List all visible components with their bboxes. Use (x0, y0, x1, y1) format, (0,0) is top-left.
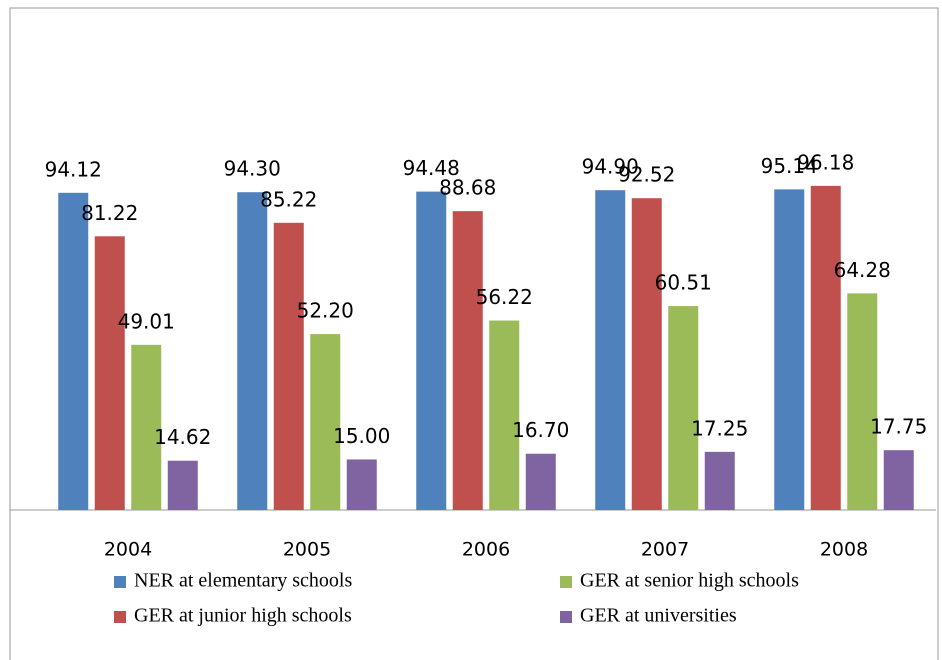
bar (774, 189, 805, 510)
data-label: 88.68 (439, 176, 496, 200)
data-label: 85.22 (260, 187, 317, 211)
bar (310, 334, 341, 510)
data-label: 81.22 (81, 201, 138, 225)
bar (131, 344, 162, 510)
bar (416, 191, 447, 510)
bar (847, 293, 878, 510)
bar (346, 459, 377, 510)
data-label: 96.18 (797, 150, 854, 174)
legend-label: GER at senior high schools (580, 570, 799, 592)
data-label: 16.70 (512, 418, 569, 442)
data-label: 94.48 (403, 156, 460, 180)
bar (525, 453, 556, 510)
bar (167, 460, 198, 510)
data-label: 52.20 (297, 299, 354, 323)
data-label: 15.00 (333, 424, 390, 448)
x-tick-label: 2006 (462, 539, 510, 561)
bar (273, 222, 304, 510)
bar (237, 192, 268, 511)
data-label: 56.22 (476, 285, 533, 309)
legend-label: NER at elementary schools (134, 570, 352, 592)
legend-label: GER at universities (580, 605, 737, 627)
bar (631, 198, 662, 511)
data-label: 64.28 (834, 258, 891, 282)
bar (883, 450, 914, 510)
data-label: 49.01 (118, 309, 175, 333)
x-tick-label: 2008 (820, 539, 868, 561)
x-tick-label: 2004 (104, 539, 152, 561)
bar (58, 192, 89, 510)
legend-swatch (560, 611, 572, 623)
bar (810, 185, 841, 510)
data-label: 95.14 (761, 154, 818, 178)
x-tick-label: 2007 (641, 539, 689, 561)
data-label: 17.25 (691, 416, 748, 440)
legend-swatch (114, 611, 126, 623)
data-label: 94.90 (582, 155, 639, 179)
legend-swatch (114, 576, 126, 588)
bar (668, 306, 699, 510)
bar (595, 190, 626, 510)
data-label: 14.62 (154, 425, 211, 449)
bar (489, 320, 520, 510)
data-label: 60.51 (655, 271, 712, 295)
bar (94, 236, 125, 510)
bar (452, 211, 483, 510)
data-label: 17.75 (870, 415, 927, 439)
data-label: 94.30 (224, 157, 281, 181)
data-label: 92.52 (618, 163, 675, 187)
bar (704, 451, 735, 510)
legend-swatch (560, 576, 572, 588)
data-label: 94.12 (45, 157, 102, 181)
legend-label: GER at junior high schools (134, 605, 352, 627)
chart-frame (9, 7, 939, 660)
x-tick-label: 2005 (283, 539, 331, 561)
